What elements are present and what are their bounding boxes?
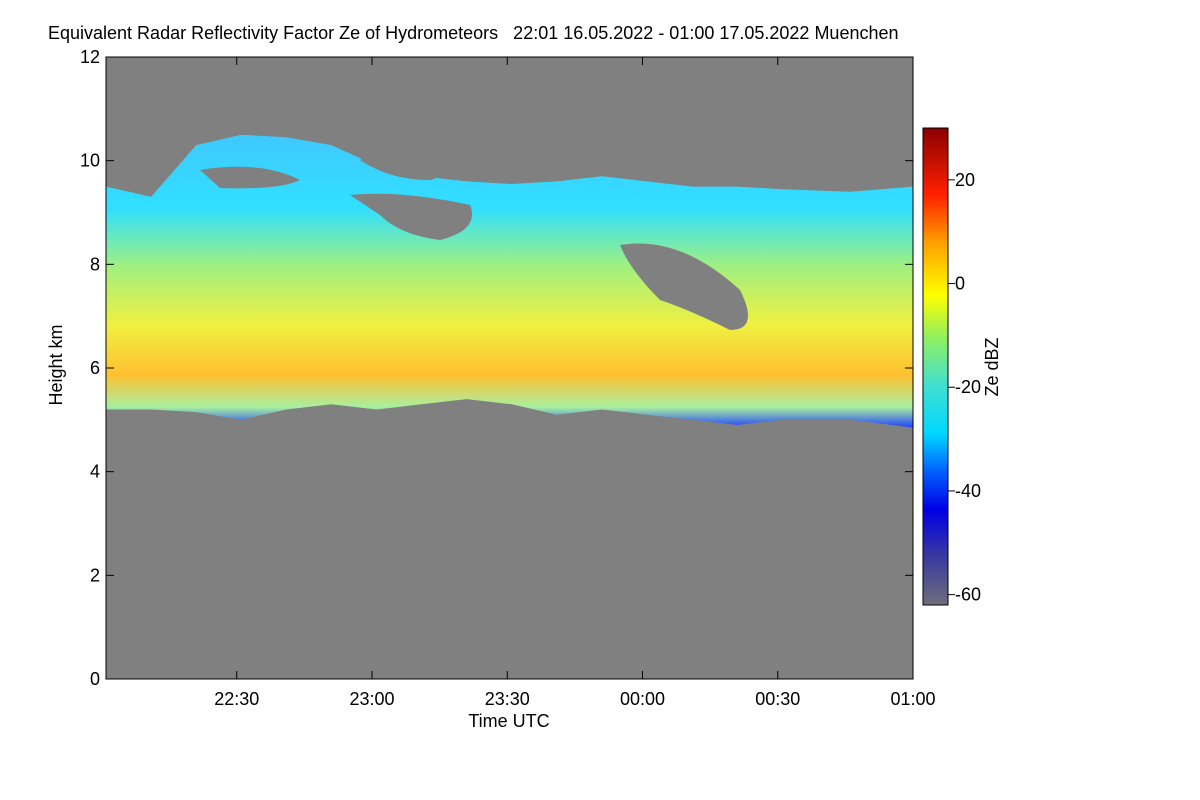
colorbar-tick-label: -40 [955,481,981,501]
cloud-gap [360,146,488,180]
y-tick-label: 10 [80,151,100,171]
x-axis-label: Time UTC [468,711,549,731]
y-tick-label: 4 [90,462,100,482]
cloud-reflectivity-layer [106,134,913,428]
colorbar: 20 0 -20 -40 -60 Ze dBZ [922,127,1002,606]
plot-area [105,56,914,680]
colorbar-ticks: 20 0 -20 -40 -60 [948,170,981,605]
cloud-gap [350,193,472,240]
cloud-gap [200,166,300,189]
colorbar-tick-label: 0 [955,274,965,294]
cloud-gap [620,243,748,330]
colorbar-gradient [922,127,949,606]
y-tick-label: 12 [80,47,100,67]
y-tick-label: 6 [90,358,100,378]
x-tick-label: 23:00 [349,689,394,709]
y-tick-label: 8 [90,254,100,274]
colorbar-label: Ze dBZ [982,337,1002,396]
x-axis: 22:30 23:00 23:30 00:00 00:30 01:00 [214,57,936,709]
colorbar-tick-label: -60 [955,585,981,605]
x-tick-label: 01:00 [890,689,935,709]
colorbar-tick-label: -20 [955,377,981,397]
x-tick-label: 00:00 [620,689,665,709]
chart-title: Equivalent Radar Reflectivity Factor Ze … [48,23,899,43]
y-axis: 0 2 4 6 8 10 12 [80,47,913,689]
x-tick-label: 22:30 [214,689,259,709]
x-tick-label: 23:30 [485,689,530,709]
y-tick-label: 2 [90,565,100,585]
y-tick-label: 0 [90,669,100,689]
colorbar-tick-label: 20 [955,170,975,190]
y-axis-label: Height km [46,324,66,405]
x-tick-label: 00:30 [755,689,800,709]
